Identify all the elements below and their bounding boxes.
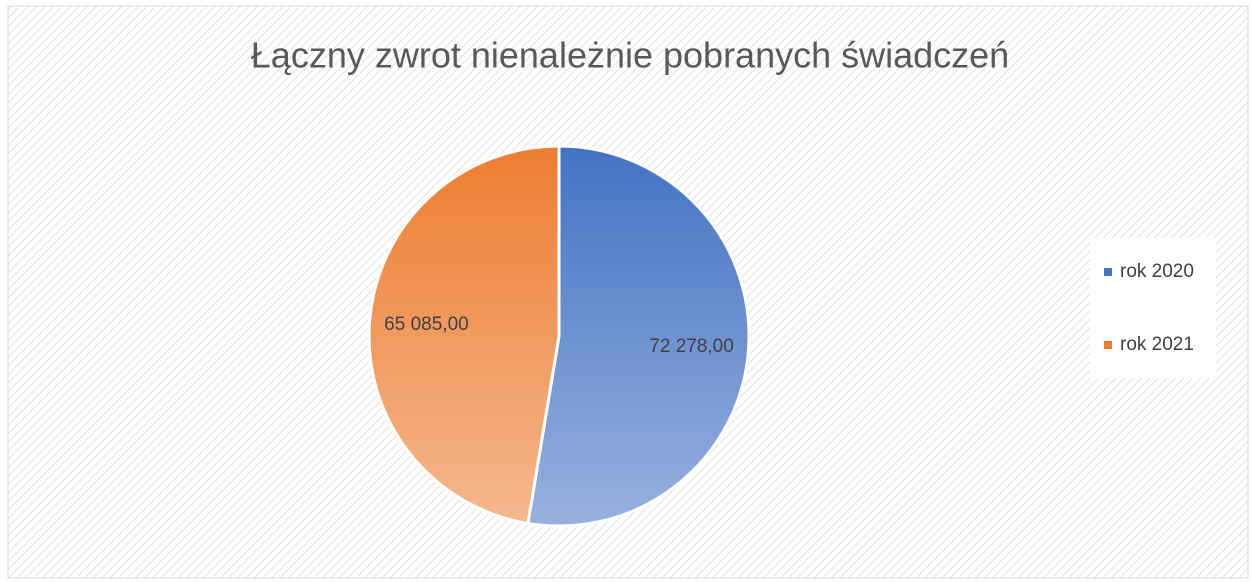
legend-swatch: [1104, 341, 1112, 349]
legend-label: rok 2021: [1120, 334, 1194, 355]
data-label: 72 278,00: [649, 336, 734, 357]
chart-title: Łączny zwrot nienależnie pobranych świad…: [251, 35, 1009, 76]
data-label: 65 085,00: [384, 314, 469, 335]
legend-swatch: [1104, 268, 1112, 276]
pie-slice: [367, 144, 561, 526]
legend-box: [1090, 238, 1216, 378]
legend-label: rok 2020: [1120, 261, 1194, 282]
pie-slice: [526, 144, 751, 528]
